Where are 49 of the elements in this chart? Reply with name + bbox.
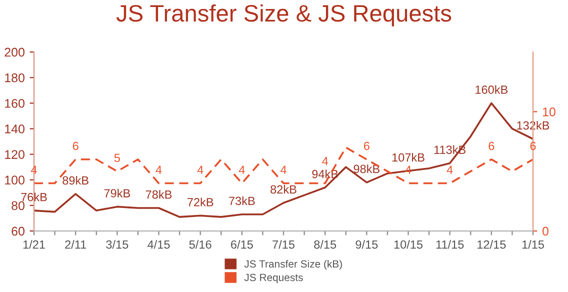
y-tick-label: 80 [12,201,24,210]
data-label: 6 [72,142,78,150]
y2-tick-label: 0 [542,226,548,236]
legend-label: JS Transfer Size (kB) [244,260,342,270]
x-tick-label: 4/15 [148,240,170,249]
data-label: 4 [446,166,453,174]
data-label: 89kB [62,176,88,185]
data-label: 4 [322,157,328,166]
x-tick-label: 11/15 [436,240,464,249]
data-label: 73kB [229,196,255,206]
y-tick-label: 140 [5,124,24,134]
data-label: 4 [30,166,37,174]
y-tick-label: 200 [4,48,24,57]
data-label: 6 [488,142,494,150]
data-label: 98kB [354,164,380,174]
y2-tick-label: 10 [542,107,556,116]
data-label: 5 [114,154,120,162]
x-tick-label: 1/15 [522,240,544,249]
x-tick-label: 10/15 [394,240,423,249]
y-tick-label: 60 [12,226,24,236]
data-label: 4 [238,166,245,174]
x-tick-label: 5/16 [189,240,212,249]
data-label: 107kB [392,152,424,162]
data-label: 72kB [187,198,214,206]
y-tick-label: 100 [5,176,24,185]
chart-title: JS Transfer Size & JS Requests [116,4,452,26]
legend-label: JS Requests [244,274,303,284]
x-tick-label: 2/11 [65,240,86,249]
data-label: 82kB [270,184,296,194]
y-tick-label: 120 [5,150,24,159]
data-label: 6 [364,142,370,150]
data-label: 160kB [476,85,508,94]
data-label: 6 [530,142,536,150]
data-label: 4 [280,166,286,174]
data-label: 78kB [146,190,172,199]
y-tick-label: 160 [5,98,24,108]
x-tick-label: 3/15 [106,240,128,249]
data-label: 76kB [21,192,47,202]
x-tick-label: 1/21 [23,240,45,249]
data-label: 132kB [517,120,550,130]
data-label: 4 [197,166,204,174]
data-label: 79kB [104,188,130,198]
x-tick-label: 6/15 [231,240,253,249]
x-tick-label: 9/15 [356,240,378,249]
data-label: 4 [156,166,162,174]
x-tick-label: 7/15 [272,240,294,249]
x-tick-label: 8/15 [314,240,336,249]
y-tick-label: 180 [5,73,24,82]
x-tick-label: 12/15 [478,240,506,249]
